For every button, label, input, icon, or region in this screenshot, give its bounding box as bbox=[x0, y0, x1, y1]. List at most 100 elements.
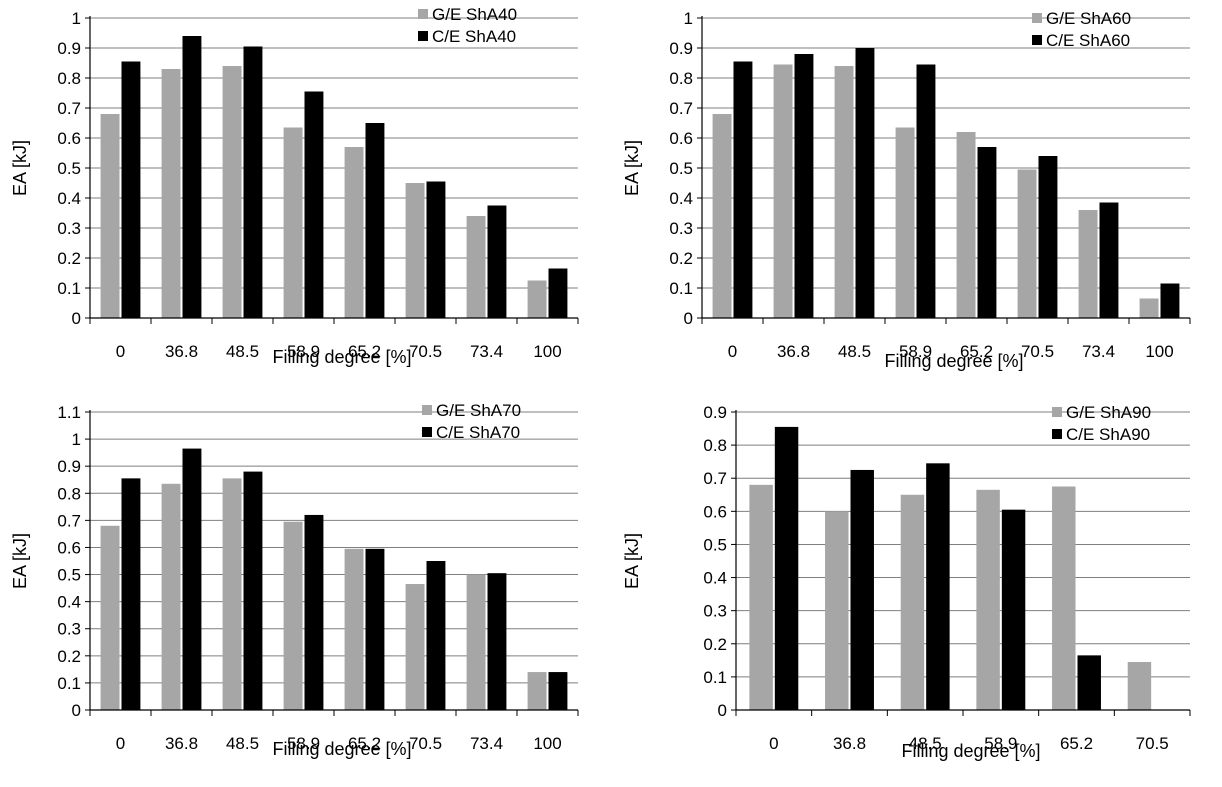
bar-ce bbox=[1099, 202, 1119, 318]
y-axis-title: EA [kJ] bbox=[622, 140, 642, 196]
bar-ge bbox=[161, 483, 181, 710]
y-tick-label: 0.2 bbox=[57, 249, 81, 268]
bars bbox=[749, 426, 1152, 710]
chart-sha90: 0 0.1 0.2 0.3 0.4 0.5 0.6 0.7 0.8 0.9 0 36.8 48.5 58.… bbox=[622, 403, 1191, 761]
x-tick-label: 0 bbox=[728, 342, 737, 361]
bar-ce bbox=[548, 672, 568, 710]
bar-ce bbox=[121, 478, 141, 710]
y-tick-label: 0.3 bbox=[669, 219, 693, 238]
bars bbox=[100, 36, 568, 318]
bars bbox=[100, 448, 568, 710]
chart-sha70: 0 0.1 0.2 0.3 0.4 0.5 0.6 0.7 0.8 0.9 1 1.1 0 36.8 48.… bbox=[10, 401, 579, 759]
y-tick-label: 0.8 bbox=[703, 436, 727, 455]
y-tick-label: 1 bbox=[684, 9, 693, 28]
y-tick-label: 0 bbox=[718, 701, 727, 720]
y-tick-label: 0.5 bbox=[703, 535, 727, 554]
x-axis-title: Filling degree [%] bbox=[272, 347, 411, 367]
bar-ge bbox=[1017, 169, 1037, 318]
x-tick-label: 70.5 bbox=[1021, 342, 1054, 361]
bar-ge bbox=[834, 66, 854, 318]
bar-ge bbox=[825, 511, 849, 710]
bar-ge bbox=[895, 127, 915, 318]
bar-ce bbox=[850, 469, 874, 710]
gridlines bbox=[736, 411, 1190, 678]
y-tick-label: 0.9 bbox=[57, 457, 81, 476]
legend-swatch bbox=[1032, 13, 1042, 23]
legend: G/E ShA90 C/E ShA90 bbox=[1052, 403, 1151, 444]
bar-ce bbox=[774, 426, 799, 710]
y-tick-label: 0 bbox=[72, 701, 81, 720]
legend-swatch bbox=[1052, 429, 1062, 439]
legend-label: G/E ShA60 bbox=[1046, 9, 1131, 28]
y-tick-label: 0.1 bbox=[703, 668, 727, 687]
y-tick-label: 0.3 bbox=[703, 602, 727, 621]
bar-ce bbox=[548, 268, 568, 318]
y-tick-label: 0.2 bbox=[57, 647, 81, 666]
chart-panel-sha40: 0 0.1 0.2 0.3 0.4 0.5 0.6 0.7 0.8 0.9 1 0 36.8 48.5 58… bbox=[0, 0, 600, 392]
bar-ge bbox=[405, 584, 425, 710]
bar-ge bbox=[1078, 210, 1098, 318]
y-tick-label: 0.9 bbox=[57, 39, 81, 58]
bar-ce bbox=[1038, 156, 1058, 318]
bar-ce bbox=[365, 548, 385, 710]
legend-label: G/E ShA90 bbox=[1066, 403, 1151, 422]
y-tick-label: 1 bbox=[72, 9, 81, 28]
bar-ge bbox=[222, 478, 242, 710]
bar-ce bbox=[243, 46, 263, 318]
legend-swatch bbox=[1052, 407, 1062, 417]
y-tick-label: 0.3 bbox=[57, 620, 81, 639]
bar-ce bbox=[926, 463, 950, 710]
bars bbox=[712, 48, 1180, 318]
bar-ge bbox=[283, 127, 303, 318]
y-tick-label: 0.8 bbox=[57, 484, 81, 503]
x-tick-label: 70.5 bbox=[1136, 734, 1169, 753]
y-tick-label: 0.6 bbox=[703, 502, 727, 521]
bar-ce bbox=[365, 123, 385, 318]
x-tick-label: 70.5 bbox=[409, 734, 442, 753]
bar-ce bbox=[733, 61, 753, 318]
x-tick-label: 58.9 bbox=[287, 734, 320, 753]
y-tick-label: 0.9 bbox=[669, 39, 693, 58]
legend-label: G/E ShA70 bbox=[436, 401, 521, 420]
x-tick-label: 58.9 bbox=[899, 342, 932, 361]
x-axis-title: Filling degree [%] bbox=[901, 741, 1040, 761]
legend-swatch bbox=[422, 427, 432, 437]
y-axis-title: EA [kJ] bbox=[10, 533, 30, 589]
bar-ge bbox=[956, 132, 976, 318]
x-axis-title: Filling degree [%] bbox=[272, 739, 411, 759]
legend-label: C/E ShA60 bbox=[1046, 31, 1130, 50]
x-tick-label: 58.9 bbox=[984, 734, 1017, 753]
bar-ge bbox=[1139, 298, 1159, 318]
legend-swatch bbox=[418, 9, 428, 19]
bar-ce bbox=[304, 91, 324, 318]
x-tick-label: 0 bbox=[116, 342, 125, 361]
y-tick-label: 0 bbox=[684, 309, 693, 328]
bar-ce bbox=[794, 54, 814, 318]
bar-ce bbox=[182, 36, 202, 318]
bar-ge bbox=[344, 548, 364, 710]
legend-swatch bbox=[1032, 35, 1042, 45]
bar-ge bbox=[712, 114, 732, 318]
bar-ge bbox=[100, 525, 120, 710]
y-tick-label: 0.2 bbox=[703, 635, 727, 654]
x-tick-label: 73.4 bbox=[1082, 342, 1115, 361]
bar-ge bbox=[900, 494, 925, 710]
bar-ge bbox=[344, 147, 364, 318]
bar-ge bbox=[100, 114, 120, 318]
bar-ce bbox=[426, 561, 446, 710]
bar-ge bbox=[527, 280, 547, 318]
bar-ce bbox=[977, 147, 997, 318]
chart-sha60: 0 0.1 0.2 0.3 0.4 0.5 0.6 0.7 0.8 0.9 1 0 36.8 48.5 58… bbox=[622, 9, 1191, 371]
bar-ge bbox=[976, 489, 1000, 710]
x-tick-label: 65.2 bbox=[1060, 734, 1093, 753]
y-axis-title: EA [kJ] bbox=[622, 533, 642, 589]
chart-panel-sha70: 0 0.1 0.2 0.3 0.4 0.5 0.6 0.7 0.8 0.9 1 1.1 0 36.8 48.… bbox=[0, 392, 600, 787]
y-tick-label: 0.2 bbox=[669, 249, 693, 268]
y-tick-label: 1.1 bbox=[57, 403, 81, 422]
bar-ce bbox=[1077, 655, 1101, 710]
bar-ge bbox=[466, 574, 486, 710]
y-tick-label: 0.4 bbox=[669, 189, 693, 208]
bar-ce bbox=[916, 64, 936, 318]
x-tick-label: 48.5 bbox=[909, 734, 942, 753]
x-tick-label: 48.5 bbox=[226, 734, 259, 753]
